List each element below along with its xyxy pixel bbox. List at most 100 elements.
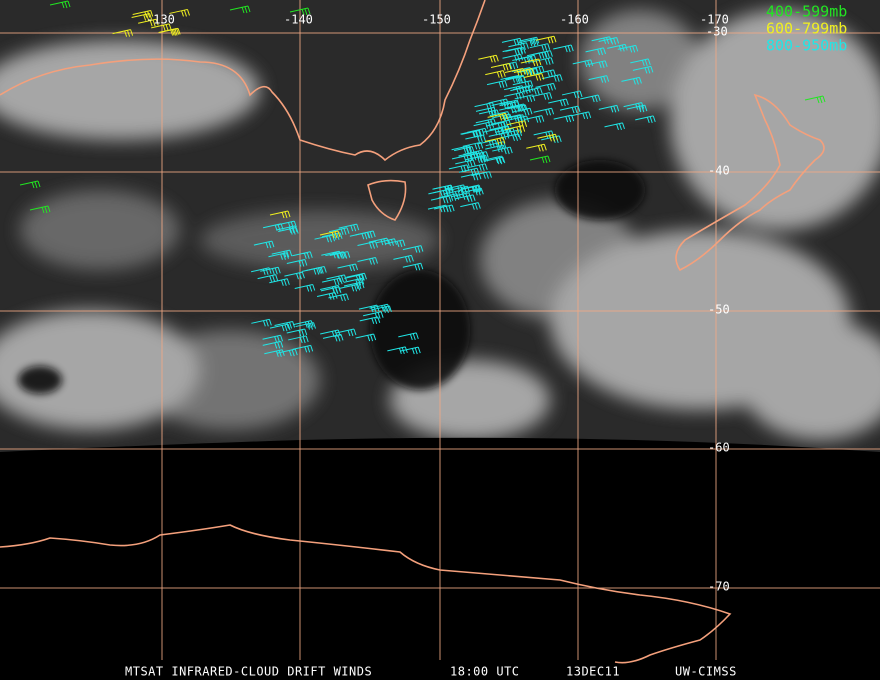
wind-barb	[479, 109, 500, 118]
wind-barb	[501, 37, 523, 46]
wind-barb	[260, 266, 281, 275]
wind-barb	[587, 60, 608, 68]
wind-barb	[488, 98, 509, 107]
wind-barb	[621, 76, 642, 85]
wind-barb	[286, 258, 308, 267]
wind-barb	[604, 122, 625, 131]
wind-barb	[427, 204, 449, 213]
wind-barb	[477, 139, 498, 148]
wind-barb	[468, 151, 489, 159]
wind-barb	[542, 74, 563, 82]
wind-barb	[494, 127, 516, 136]
wind-barb	[467, 127, 488, 136]
wind-barb	[467, 163, 488, 171]
wind-barb	[535, 82, 556, 91]
wind-barb	[459, 167, 480, 176]
wind-barb	[438, 193, 460, 201]
wind-barb	[505, 103, 527, 112]
wind-barb	[387, 346, 408, 355]
wind-barb	[319, 230, 341, 239]
wind-barb	[369, 303, 391, 312]
lat-label: -70	[708, 580, 730, 594]
wind-barb	[326, 274, 347, 283]
wind-barb	[49, 0, 71, 9]
wind-barb	[346, 272, 367, 281]
wind-barb	[490, 62, 512, 71]
wind-barb	[529, 155, 551, 164]
wind-barb	[338, 223, 360, 232]
wind-barb	[271, 249, 293, 258]
wind-barb	[506, 120, 528, 128]
wind-barb	[533, 130, 555, 139]
wind-barb	[518, 68, 539, 76]
wind-barb	[328, 227, 350, 235]
wind-barb	[451, 145, 473, 153]
wind-barb	[475, 106, 497, 115]
wind-barb	[475, 118, 497, 126]
wind-barb	[535, 69, 557, 78]
wind-barb	[804, 95, 826, 104]
wind-barb	[278, 227, 299, 235]
wind-barb	[463, 149, 484, 158]
wind-barb	[492, 146, 513, 155]
wind-barb	[276, 225, 298, 234]
wind-barb	[363, 311, 384, 319]
wind-barb	[343, 277, 365, 286]
lat-label: -40	[708, 164, 730, 178]
wind-barb	[598, 104, 620, 113]
wind-barb	[630, 58, 651, 67]
wind-barb	[485, 70, 506, 78]
wind-barb	[484, 156, 506, 165]
wind-barb	[430, 195, 452, 204]
wind-barb	[253, 240, 275, 249]
wind-barb	[292, 344, 314, 353]
wind-barb	[293, 320, 314, 328]
wind-barb	[499, 99, 520, 108]
wind-barb	[490, 119, 512, 128]
wind-barb	[262, 340, 284, 349]
wind-barb	[328, 293, 349, 302]
wind-barb	[537, 133, 558, 142]
wind-barb	[349, 231, 371, 240]
wind-barb	[277, 348, 298, 357]
wind-barb	[533, 107, 555, 116]
lon-label: -170	[700, 13, 729, 27]
wind-barb	[523, 115, 545, 123]
lat-label: -30	[706, 25, 728, 39]
wind-barb	[522, 87, 543, 95]
wind-barb	[384, 239, 406, 248]
wind-barb	[500, 74, 522, 83]
wind-barb	[460, 202, 481, 210]
wind-barb	[151, 23, 172, 32]
wind-barb	[19, 180, 41, 189]
wind-barb	[535, 35, 557, 44]
wind-barb	[507, 104, 528, 113]
wind-barb	[292, 251, 313, 259]
wind-barb	[402, 245, 424, 253]
wind-barb	[344, 273, 365, 282]
wind-barb	[617, 44, 639, 53]
lon-label: -160	[560, 13, 589, 27]
wind-barb	[526, 143, 547, 152]
wind-barb	[632, 65, 654, 74]
wind-barb	[448, 164, 470, 173]
wind-barb	[322, 333, 344, 342]
wind-barb	[288, 335, 309, 344]
wind-barb	[531, 92, 553, 100]
wind-barb	[588, 75, 610, 83]
wind-barb	[371, 305, 392, 314]
wind-barbs	[19, 0, 826, 357]
wind-barb	[321, 232, 343, 240]
wind-barb	[321, 250, 342, 259]
wind-barb	[585, 47, 607, 56]
wind-barb	[485, 121, 507, 130]
wind-barb	[533, 57, 554, 65]
wind-barb	[512, 56, 533, 64]
wind-barb	[502, 53, 524, 62]
wind-barb	[553, 114, 575, 123]
wind-barb	[591, 36, 613, 44]
wind-barb	[572, 59, 594, 68]
legend-entry: 800-950mb	[766, 37, 847, 55]
legend-entry: 600-799mb	[766, 20, 847, 38]
wind-barb	[262, 334, 284, 343]
